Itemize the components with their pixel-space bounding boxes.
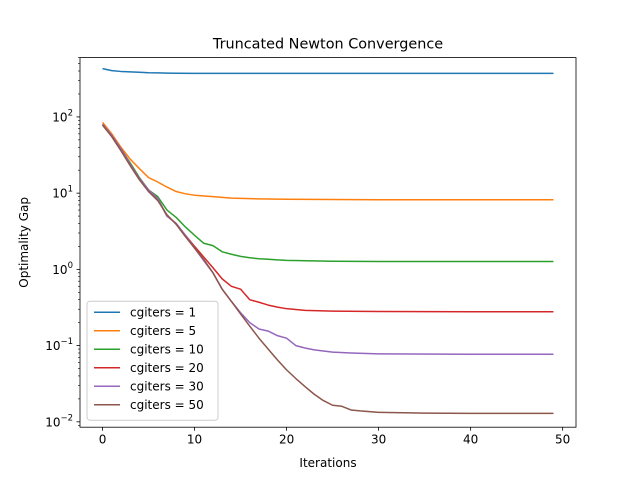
series-line-0: [102, 67, 554, 75]
series-layer: [101, 67, 554, 415]
x-tick-label-0: 0: [99, 433, 107, 447]
legend: cgiters = 1 cgiters = 5 cgiters = 10 cgiter…: [86, 300, 219, 421]
axes-frame: [79, 57, 577, 428]
x-tick-label-2: 20: [279, 433, 294, 447]
legend-label-5: cgiters = 50: [130, 398, 204, 412]
chart-title: Truncated Newton Convergence: [212, 37, 443, 53]
legend-label-1: cgiters = 5: [130, 324, 196, 338]
x-tick-label-5: 50: [555, 433, 570, 447]
series-line-1: [101, 121, 554, 201]
legend-label-4: cgiters = 30: [130, 380, 204, 394]
legend-label-0: cgiters = 1: [130, 306, 196, 320]
legend-label-2: cgiters = 10: [130, 343, 204, 357]
legend-label-3: cgiters = 20: [130, 361, 204, 375]
x-axis-label: Iterations: [299, 456, 356, 470]
x-tick-label-3: 30: [371, 433, 386, 447]
x-tick-label-1: 10: [187, 433, 202, 447]
x-tick-label-4: 40: [463, 433, 478, 447]
y-axis-label: Optimality Gap: [17, 197, 31, 288]
series-line-5: [101, 124, 554, 415]
x-axis: 0 10 20 30 40 50: [99, 427, 570, 447]
